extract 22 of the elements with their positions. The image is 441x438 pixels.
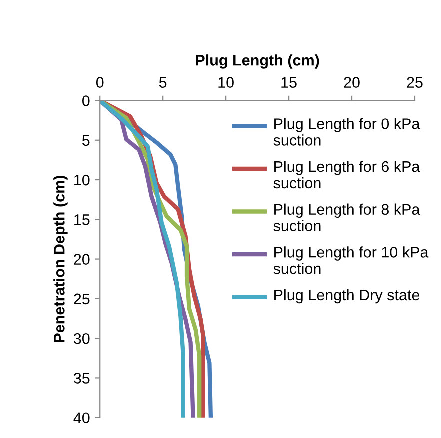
legend-label: Plug Length for 6 kPa suction (274, 160, 420, 189)
x-tick-label: 25 (407, 77, 423, 88)
y-tick-label: 35 (74, 373, 90, 384)
x-tick-label: 10 (218, 77, 234, 88)
x-tick-label: 15 (282, 77, 297, 88)
legend-label: Plug Length Dry state (274, 289, 420, 304)
x-tick-label: 0 (96, 77, 104, 88)
x-tick-label: 5 (159, 77, 167, 88)
y-tick-label: 15 (74, 214, 90, 226)
y-tick-label: 40 (74, 412, 90, 424)
legend-label: Plug Length for 8 kPa suction (274, 204, 420, 232)
y-tick-label: 20 (74, 254, 90, 265)
x-axis-title: Plug Length (cm) (196, 54, 320, 69)
y-tick-label: 0 (82, 96, 90, 106)
y-axis-title: Penetration Depth (cm) (54, 176, 68, 342)
y-tick-label: 5 (82, 135, 90, 146)
x-tick-label: 20 (344, 77, 360, 88)
y-tick-label: 25 (74, 294, 90, 305)
y-tick-label: 30 (74, 333, 90, 344)
legend-label: Plug Length for 0 kPa suction (274, 118, 420, 146)
y-tick-label: 10 (74, 174, 90, 186)
legend-label: Plug Length for 10 kPa suction (274, 246, 429, 274)
